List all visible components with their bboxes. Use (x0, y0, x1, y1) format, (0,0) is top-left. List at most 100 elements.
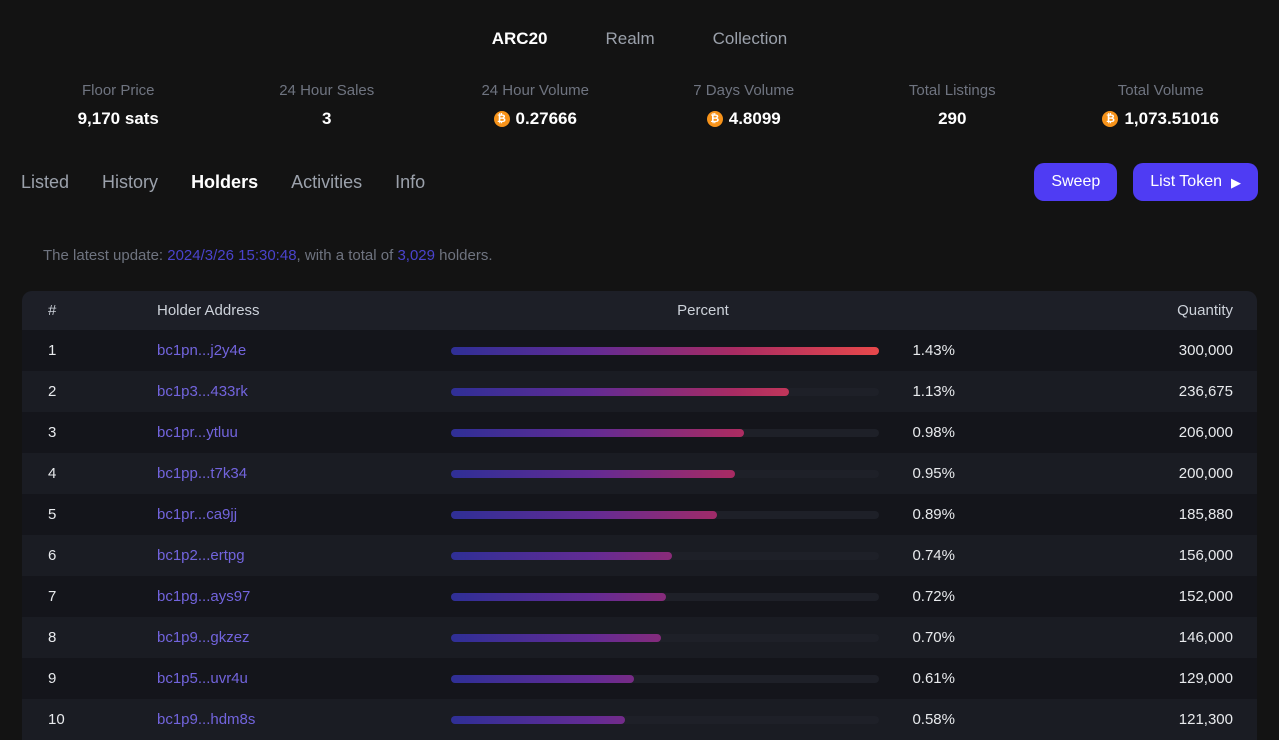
update-prefix: The latest update: (43, 247, 168, 264)
bitcoin-icon: ₿ (1102, 111, 1119, 127)
holder-rank: 8 (48, 629, 57, 646)
percent-bar-track (451, 715, 879, 724)
holder-rank: 9 (48, 670, 57, 687)
holder-address-link[interactable]: bc1pp...t7k34 (157, 465, 248, 482)
update-notice: The latest update: 2024/3/26 15:30:48, w… (43, 247, 1279, 264)
stat: 7 Days Volume ₿ 4.8099 (640, 82, 849, 129)
holder-address-link[interactable]: bc1p3...433rk (157, 383, 248, 400)
percent-bar-fill (451, 469, 736, 478)
holder-rank: 5 (48, 506, 57, 523)
stat: Floor Price ₿ 9,170 sats (14, 82, 223, 129)
header-rank: # (48, 302, 57, 319)
holder-percent: 0.61% (912, 670, 955, 687)
holder-percent: 1.43% (912, 342, 955, 359)
stat-label: 24 Hour Sales (279, 82, 375, 99)
holder-address-link[interactable]: bc1pr...ca9jj (157, 506, 238, 523)
percent-bar-fill (451, 510, 718, 519)
holder-rank: 3 (48, 424, 57, 441)
list-token-button[interactable]: List Token ▶ (1133, 163, 1258, 201)
table-row: 8 bc1p9...gkzez 0.70% 146,000 (22, 617, 1257, 658)
holder-quantity: 156,000 (1178, 547, 1233, 564)
holder-rank: 7 (48, 588, 57, 605)
tab[interactable]: History (102, 171, 159, 192)
update-middle: , with a total of (296, 247, 398, 264)
holder-rank: 6 (48, 547, 57, 564)
percent-bar-track (451, 510, 879, 519)
holder-address-link[interactable]: bc1p9...hdm8s (157, 711, 256, 728)
stat-label: Total Listings (908, 82, 996, 99)
holder-quantity: 206,000 (1178, 424, 1233, 441)
stat-value-text: 3 (322, 109, 332, 128)
stat: Total Listings ₿ 290 (848, 82, 1057, 129)
list-token-label: List Token (1150, 173, 1222, 190)
stat-label: Total Volume (1117, 82, 1204, 99)
tab[interactable]: Holders (191, 171, 259, 192)
percent-bar-fill (451, 633, 661, 642)
stat-value-text: 1,073.51016 (1124, 109, 1220, 128)
nav-item[interactable]: Collection (712, 29, 788, 48)
percent-bar-fill (451, 592, 667, 601)
holder-quantity: 300,000 (1178, 342, 1233, 359)
holder-percent: 1.13% (912, 383, 955, 400)
nav-item[interactable]: Realm (605, 29, 655, 48)
percent-bar-track (451, 346, 879, 355)
percent-bar-track (451, 428, 879, 437)
stat-value-text: 9,170 sats (77, 109, 159, 128)
holder-address-link[interactable]: bc1p2...ertpg (157, 547, 245, 564)
holder-percent: 0.95% (912, 465, 955, 482)
holder-rank: 10 (48, 711, 65, 728)
holder-percent: 0.98% (912, 424, 955, 441)
holder-rank: 2 (48, 383, 57, 400)
holder-percent: 0.58% (912, 711, 955, 728)
stat: 24 Hour Volume ₿ 0.27666 (431, 82, 640, 129)
stat-value-text: 0.27666 (515, 109, 577, 128)
tab[interactable]: Listed (21, 171, 70, 192)
stat-value: ₿ 4.8099 (640, 109, 849, 129)
stat-value: ₿ 0.27666 (431, 109, 640, 129)
bitcoin-icon: ₿ (706, 111, 723, 127)
play-icon: ▶ (1231, 174, 1241, 190)
update-suffix: holders. (434, 247, 493, 264)
percent-bar-fill (451, 346, 879, 355)
nav-item[interactable]: ARC20 (491, 29, 548, 48)
header-percent: Percent (677, 302, 729, 319)
tab[interactable]: Info (395, 171, 426, 192)
holder-rank: 1 (48, 342, 57, 359)
actions: Sweep List Token ▶ (1034, 163, 1258, 201)
stat-value-text: 290 (938, 109, 967, 128)
holder-quantity: 200,000 (1178, 465, 1233, 482)
holder-quantity: 152,000 (1178, 588, 1233, 605)
header-quantity: Quantity (1177, 302, 1233, 319)
percent-bar-track (451, 674, 879, 683)
stat: 24 Hour Sales ₿ 3 (223, 82, 432, 129)
stat-value: ₿ 290 (848, 109, 1057, 129)
table-body: 1 bc1pn...j2y4e 1.43% 300,000 2 bc1p3...… (22, 330, 1257, 740)
percent-bar-track (451, 387, 879, 396)
holder-address-link[interactable]: bc1p9...gkzez (157, 629, 250, 646)
table-row: 9 bc1p5...uvr4u 0.61% 129,000 (22, 658, 1257, 699)
percent-bar-track (451, 633, 879, 642)
stat-value-text: 4.8099 (728, 109, 781, 128)
holder-address-link[interactable]: bc1pn...j2y4e (157, 342, 247, 359)
table-row: 3 bc1pr...ytluu 0.98% 206,000 (22, 412, 1257, 453)
holder-address-link[interactable]: bc1pg...ays97 (157, 588, 251, 605)
bitcoin-icon: ₿ (493, 111, 510, 127)
stat-value: ₿ 9,170 sats (14, 109, 223, 129)
sweep-button[interactable]: Sweep (1034, 163, 1118, 201)
holders-total: 3,029 (397, 247, 435, 264)
holder-percent: 0.89% (912, 506, 955, 523)
holder-address-link[interactable]: bc1p5...uvr4u (157, 670, 248, 687)
stat-label: 7 Days Volume (693, 82, 795, 99)
update-datetime: 2024/3/26 15:30:48 (167, 247, 297, 264)
tab[interactable]: Activities (291, 171, 363, 192)
percent-bar-track (451, 592, 879, 601)
holder-address-link[interactable]: bc1pr...ytluu (157, 424, 238, 441)
tabs: Listed History Holders Activities Info (21, 172, 425, 193)
table-row: 1 bc1pn...j2y4e 1.43% 300,000 (22, 330, 1257, 371)
percent-bar-fill (451, 674, 634, 683)
stats-strip: Floor Price ₿ 9,170 sats 24 Hour Sales ₿… (14, 82, 1265, 129)
holder-percent: 0.72% (912, 588, 955, 605)
stat-label: 24 Hour Volume (481, 82, 590, 99)
holder-rank: 4 (48, 465, 57, 482)
percent-bar-fill (451, 428, 745, 437)
